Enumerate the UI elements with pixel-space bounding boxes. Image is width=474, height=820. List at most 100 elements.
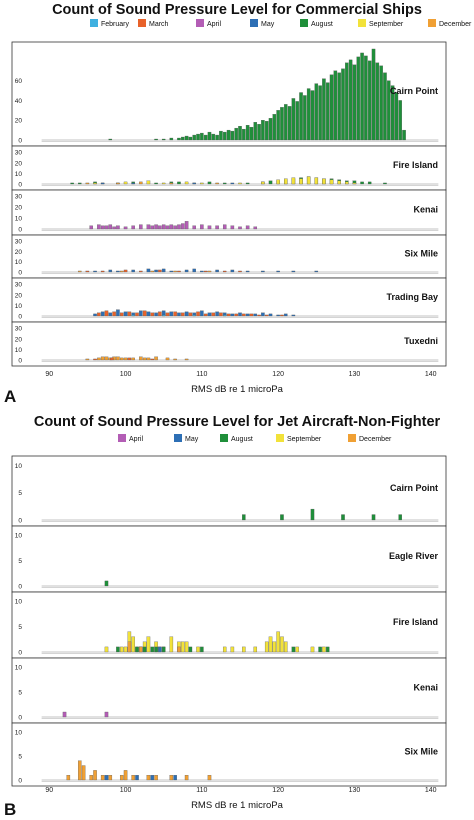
panel-a-subplot-tuxedni-bar-december (131, 357, 135, 361)
panel-b-subplot-fire-island-bar-august (135, 646, 139, 653)
panel-b-subplot-fire-island-bar-september (104, 646, 109, 653)
panel-a-subplot-tuxedni-bar-december (142, 357, 147, 361)
panel-b-subplot-fire-island-bar-september (230, 646, 235, 653)
panel-a-subplot-fire-island-bar-september (184, 181, 189, 185)
panel-a-subplot-kenai-bar-april (165, 225, 170, 230)
panel-a-subplot-trading-bay-bar-may (116, 309, 120, 317)
panel-a-subplot-six-mile-label: Six Mile (404, 249, 438, 259)
panel-b-subplot-six-mile-bar-may (104, 775, 109, 781)
panel-a-subplot-cairn-point-bar-august (169, 137, 174, 141)
panel-b-subplot-kenai-ytick-label: 10 (15, 665, 23, 672)
panel-a-subplot-cairn-point-bar-august (161, 138, 166, 141)
panel-b-subplot-six-mile-bar-december (154, 775, 158, 781)
panel-a-subplot-fire-island-bar-august (360, 181, 364, 185)
panel-a-subplot-six-mile-bar-may (146, 268, 151, 273)
panel-a-subplot-cairn-point-bar-august (177, 137, 181, 141)
panel-a-subplot-trading-bay-bar-may (200, 310, 204, 317)
panel-a-subplot-fire-island-bar-september (299, 178, 303, 185)
panel-a-subplot-six-mile-bar-march (158, 269, 162, 273)
panel-b-subplot-fire-island-bar-september (268, 636, 273, 653)
panel-a-subplot-cairn-point-bar-august (360, 52, 364, 141)
panel-a-subplot-tuxedni-bar-december (116, 356, 120, 361)
panel-a-subplot-cairn-point-bar-august (394, 92, 399, 141)
panel-b-subplot-fire-island-ytick-label: 10 (15, 599, 23, 606)
panel-b-subplot-fire-island-bar-september (131, 636, 135, 653)
panel-a-subplot-fire-island-label: Fire Island (393, 160, 438, 170)
panel-b-xtick-label: 140 (425, 787, 437, 794)
panel-a-subplot-cairn-point-bar-august (261, 120, 265, 141)
panel-a-subplot-six-mile-bar-may (276, 270, 280, 273)
panel-b-xaxis-label: RMS dB re 1 microPa (191, 800, 284, 811)
panel-a-subplot-kenai-ytick-label: 20 (15, 205, 23, 212)
panel-a-subplot-fire-island-bar-september (329, 179, 334, 185)
panel-b-subplot-cairn-point-ytick-label: 0 (18, 518, 22, 525)
panel-a-subplot-trading-bay-bar-may (230, 313, 235, 317)
panel-a-subplot-kenai-ytick-label: 10 (15, 216, 23, 223)
panel-a-subplot-trading-bay-ytick-label: 10 (15, 303, 23, 310)
panel-b-subplot-fire-island-bar-september (146, 636, 151, 653)
panel-b-subplot-cairn-point-frame (11, 455, 447, 527)
panel-b-subplot-eagle-river-ytick-label: 10 (15, 533, 23, 540)
panel-b-subplot-fire-island-bar-august (318, 646, 322, 653)
panel-a-subplot-trading-bay-bar-march (219, 312, 223, 317)
panel-a-subplot-fire-island-ytick-label: 30 (15, 150, 23, 157)
panel-a-subplot-trading-bay-bar-may (238, 312, 242, 317)
panel-b-subplot-fire-island-bar-september (253, 646, 258, 653)
panel-a-subplot-tuxedni-bar-march (110, 357, 114, 361)
panel-a-subplot-cairn-point-bar-august (192, 134, 196, 141)
panel-b-legend-label-april: April (129, 436, 143, 443)
panel-a-subplot-kenai-bar-april (131, 225, 135, 230)
panel-b-subplot-fire-island-bar-august (116, 646, 120, 653)
panel-b-xtick-label: 90 (45, 787, 53, 794)
panel-a-subplot-six-mile-bar-march (123, 269, 128, 273)
panel-a-subplot-cairn-point-bar-august (348, 59, 353, 141)
panel-b-subplot-cairn-point-label: Cairn Point (390, 483, 438, 493)
panel-b-subplot-kenai-label: Kenai (413, 683, 438, 693)
panel-a-subplot-fire-island-bar-august (70, 182, 74, 185)
panel-a-subplot-cairn-point-bar-august (253, 122, 258, 141)
panel-a-subplot-cairn-point-bar-august (222, 131, 227, 141)
panel-a-subplot-cairn-point-bar-august (341, 68, 345, 141)
panel-a-subplot-trading-bay-bar-march (142, 310, 147, 317)
panel-a-subplot-cairn-point-bar-august (333, 70, 338, 141)
panel-a-subplot-fire-island-bar-august (154, 182, 158, 185)
panel-a-subplot-six-mile-bar-may (215, 269, 219, 273)
panel-a-subplot-kenai-bar-april (200, 224, 204, 230)
panel-a-subplot-six-mile-bar-may (314, 270, 319, 273)
panel-a-subplot-trading-bay-bar-march (203, 313, 208, 317)
panel-a-subplot-cairn-point-bar-august (264, 121, 269, 141)
panel-b-legend-label-september: September (287, 436, 322, 443)
panel-a-subplot-kenai-bar-april (154, 224, 158, 230)
panel-a-subplot-fire-island-bar-august (207, 181, 212, 185)
panel-a-subplot-trading-bay-bar-march (242, 313, 246, 317)
panel-b-subplot-fire-island-bar-september (310, 646, 315, 653)
panel-b-legend-label-august: August (231, 436, 253, 443)
panel-a-subplot-trading-bay-bar-may (154, 312, 158, 317)
panel-a-subplot-fire-island-bar-december (215, 182, 219, 185)
panel-a-xtick-label: 110 (196, 371, 207, 378)
panel-a-subplot-six-mile-bar-march (203, 270, 208, 273)
panel-a-subplot-kenai-bar-april (104, 225, 109, 230)
panel-a-subplot-fire-island-bar-august (245, 182, 250, 185)
panel-b-subplot-fire-island-bar-august (325, 646, 330, 653)
panel-a-subplot-trading-bay-bar-may (177, 312, 181, 317)
panel-a-xtick-label: 140 (425, 371, 437, 378)
panel-a-subplot-cairn-point-bar-august (387, 80, 391, 141)
panel-a-subplot-six-mile-ytick-label: 20 (15, 249, 23, 256)
panel-a-subplot-cairn-point-ytick-label: 20 (15, 118, 23, 125)
panel-b-legend-swatch-may (174, 434, 182, 442)
panel-a-xtick-label: 130 (349, 371, 361, 378)
panel-a-subplot-cairn-point-bar-august (276, 110, 280, 141)
panel-a-legend-swatch-december (428, 19, 436, 27)
panel-a-subplot-trading-bay-bar-february (192, 314, 196, 317)
panel-a-subplot-trading-bay-bar-may (184, 311, 189, 317)
panel-a-subplot-cairn-point-ytick-label: 40 (15, 98, 23, 105)
panel-a-subplot-cairn-point-bar-august (352, 64, 357, 141)
panel-a-subplot-trading-bay-bar-may (215, 311, 219, 317)
panel-b-subplot-fire-island-bar-september (181, 641, 185, 653)
panel-b-subplot-fire-island-bar-december (177, 646, 181, 653)
panel-b-subplot-cairn-point-bar-august (341, 514, 345, 521)
panel-a-subplot-trading-bay-ytick-label: 30 (15, 282, 23, 289)
panel-a-subplot-cairn-point-bar-august (238, 125, 242, 141)
panel-a-subplot-six-mile-bar-march (139, 270, 143, 273)
